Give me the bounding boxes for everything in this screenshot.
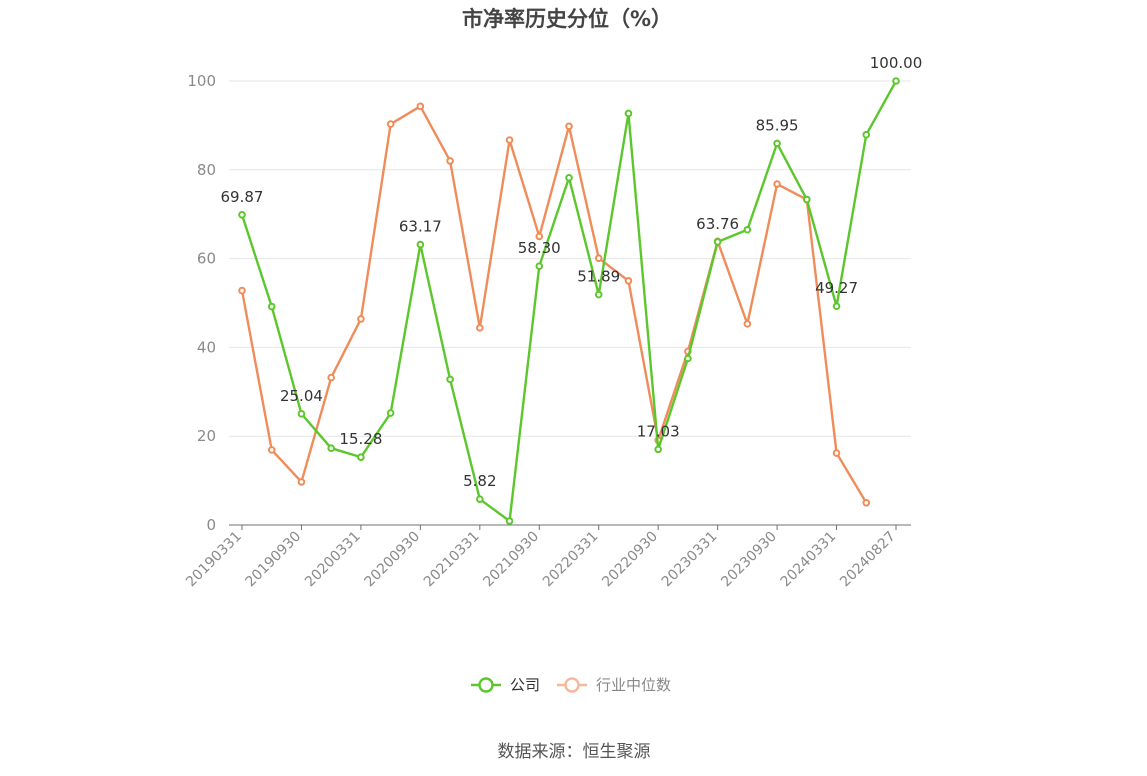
y-tick-label: 80	[197, 161, 216, 179]
data-label: 69.87	[221, 188, 264, 206]
y-tick-label: 100	[187, 72, 216, 90]
y-axis: 0 20 40 60 80 100	[187, 72, 216, 534]
legend-item[interactable]: 公司	[471, 676, 540, 694]
legend-label: 行业中位数	[596, 676, 671, 694]
data-point	[565, 122, 573, 131]
data-point	[238, 286, 246, 295]
data-point	[386, 120, 395, 128]
data-point	[535, 262, 544, 270]
data-label: 49.27	[815, 279, 858, 297]
series-line	[240, 80, 898, 523]
x-tick-label: 20220930	[599, 529, 661, 591]
data-point	[267, 302, 276, 311]
data-point	[297, 410, 306, 418]
data-point	[446, 375, 454, 384]
data-point	[505, 136, 514, 144]
x-tick-label: 20240827	[837, 529, 899, 591]
x-tick-label: 20230930	[718, 529, 780, 591]
grid-lines	[229, 80, 911, 437]
y-tick-label: 40	[197, 338, 216, 356]
x-tick-label: 20230331	[659, 529, 721, 591]
data-labels: 69.87 25.04 15.28 63.17 5.82 58.30 51.89 17.03 6…	[221, 54, 923, 490]
data-point	[684, 354, 692, 363]
data-point	[832, 449, 841, 457]
x-tick-label: 20210930	[480, 529, 542, 591]
data-label: 58.30	[518, 239, 561, 257]
data-point	[386, 409, 395, 417]
data-point	[743, 320, 752, 328]
data-point	[773, 139, 781, 148]
data-point	[594, 254, 603, 262]
data-label: 85.95	[756, 116, 799, 134]
x-tick-label: 20210331	[421, 529, 483, 591]
data-label: 63.17	[399, 218, 442, 236]
data-point	[267, 446, 276, 454]
x-tick-label: 20240331	[778, 529, 840, 591]
data-point	[476, 495, 484, 503]
data-point	[238, 210, 246, 219]
data-label: 100.00	[870, 54, 923, 72]
data-point	[862, 130, 871, 139]
data-point	[416, 240, 425, 249]
data-source: 数据来源：恒生聚源	[498, 742, 651, 762]
y-tick-label: 60	[197, 250, 216, 268]
x-tick-label: 20200930	[361, 529, 423, 591]
legend-label: 公司	[510, 676, 540, 694]
legend-item[interactable]: 行业中位数	[557, 676, 671, 694]
series-1	[238, 102, 871, 507]
data-point	[713, 238, 722, 246]
data-point	[624, 277, 633, 285]
data-point	[416, 102, 425, 111]
x-axis: 2019033120190930202003312020093020210331…	[183, 524, 911, 591]
legend-marker	[478, 677, 494, 693]
data-point	[357, 315, 365, 323]
series-line	[240, 105, 868, 504]
x-tick-label: 20200331	[302, 529, 364, 591]
data-point	[862, 499, 871, 507]
data-label: 25.04	[280, 387, 323, 405]
x-tick-label: 20220331	[540, 529, 602, 591]
data-point	[535, 232, 544, 241]
data-point	[327, 444, 335, 452]
chart-title: 市净率历史分位（%）	[462, 7, 672, 31]
x-tick-label: 20190930	[243, 529, 305, 591]
data-point	[624, 109, 633, 118]
data-point	[892, 77, 900, 85]
data-label: 15.28	[339, 430, 382, 448]
x-tick-label: 20190331	[183, 529, 245, 591]
data-label: 63.76	[696, 215, 739, 233]
data-point	[743, 225, 752, 234]
legend[interactable]: 公司 行业中位数	[471, 676, 671, 694]
data-point	[357, 453, 365, 461]
data-point	[773, 180, 781, 188]
series-layer	[238, 77, 900, 525]
series-0	[238, 77, 900, 525]
data-point	[803, 195, 811, 204]
data-point	[654, 445, 662, 454]
data-point	[446, 157, 454, 165]
legend-marker	[564, 677, 580, 693]
data-label: 17.03	[637, 422, 680, 440]
data-point	[505, 517, 514, 525]
data-point	[476, 324, 484, 332]
data-point	[327, 373, 335, 382]
data-point	[565, 173, 573, 182]
data-point	[832, 302, 841, 311]
data-label: 5.82	[463, 472, 496, 490]
y-tick-label: 20	[197, 427, 216, 445]
y-tick-label: 0	[206, 516, 216, 534]
data-point	[594, 290, 603, 299]
data-point	[297, 478, 306, 486]
data-label: 51.89	[577, 268, 620, 286]
